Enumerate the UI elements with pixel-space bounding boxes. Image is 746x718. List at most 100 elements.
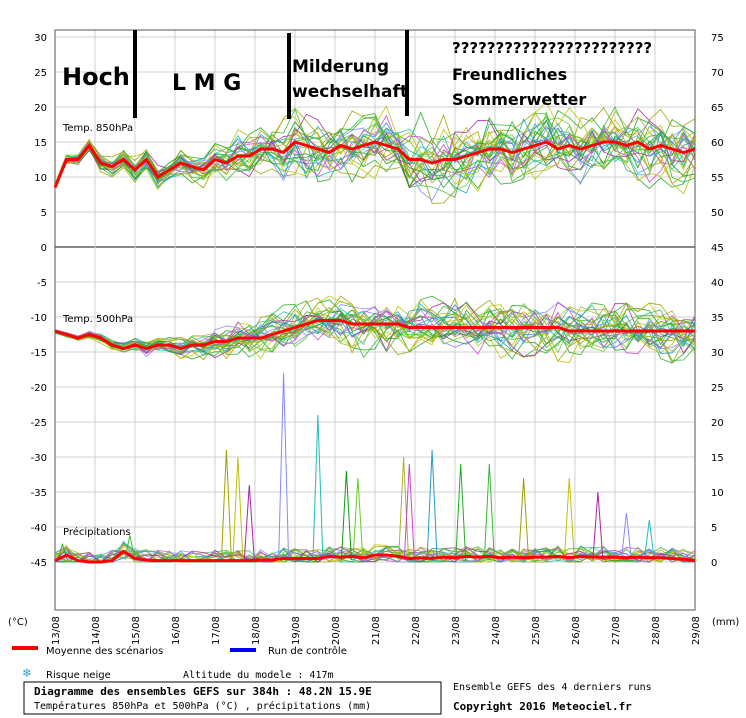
left-tick-label: -30	[31, 453, 47, 464]
temp850-member-line	[54, 118, 696, 194]
legend-swatch-mean	[12, 646, 38, 650]
snowflake-icon: ❄	[22, 666, 32, 680]
precip-member-line	[54, 544, 696, 563]
precip-spike	[643, 519, 655, 560]
left-unit-label: (°C)	[8, 617, 28, 628]
x-tick-label: 28/08	[651, 616, 662, 645]
left-tick-label: -35	[31, 488, 47, 499]
left-tick-label: 0	[41, 243, 47, 254]
right-tick-label: 0	[711, 558, 717, 569]
precip-spike	[398, 456, 410, 560]
precip-spike	[620, 512, 632, 560]
precip-spike	[592, 491, 604, 560]
precip-spike	[352, 477, 364, 560]
temp500-member-line	[54, 295, 696, 363]
right-unit-label: (mm)	[712, 617, 739, 628]
panel-label-temp850: Temp. 850hPa	[62, 123, 133, 134]
temp500-member-line	[54, 295, 696, 364]
right-tick-label: 30	[711, 348, 724, 359]
temp850-member-line	[54, 106, 696, 189]
right-tick-label: 70	[711, 68, 724, 79]
annotation-divider-1	[133, 30, 137, 118]
left-tick-label: 25	[34, 68, 47, 79]
precip-spike	[340, 470, 352, 560]
left-tick-label: -5	[37, 278, 47, 289]
x-tick-label: 25/08	[531, 616, 542, 645]
x-tick-label: 15/08	[131, 616, 142, 645]
precip-spike	[312, 414, 324, 560]
left-tick-label: -10	[31, 313, 47, 324]
x-tick-label: 16/08	[171, 616, 182, 645]
legend: Moyenne des scénarios Run de contrôle ❄ …	[12, 645, 347, 681]
x-tick-label: 19/08	[291, 616, 302, 645]
x-tick-label: 17/08	[211, 616, 222, 645]
right-tick-label: 35	[711, 313, 724, 324]
temp850-member-line	[54, 101, 696, 193]
legend-label-snow: Risque neige	[46, 670, 111, 681]
annotation-freundliches: Freundliches	[452, 65, 567, 84]
right-tick-label: 50	[711, 208, 724, 219]
precip-spike	[243, 484, 255, 560]
annotation-hoch: Hoch	[62, 63, 130, 91]
precip-spike	[563, 477, 575, 560]
left-tick-label: 30	[34, 33, 47, 44]
copyright: Copyright 2016 Meteociel.fr	[453, 700, 632, 713]
temp500-member-line	[54, 301, 696, 356]
legend-swatch-control	[230, 648, 256, 652]
right-tick-label: 55	[711, 173, 724, 184]
right-tick-label: 25	[711, 383, 724, 394]
temp500-member-line	[54, 313, 696, 350]
right-tick-label: 45	[711, 243, 724, 254]
x-tick-label: 18/08	[251, 616, 262, 645]
temp500-mean-line	[54, 319, 695, 351]
annotation-question-marks: ???????????????????????	[452, 39, 652, 57]
right-tick-label: 10	[711, 488, 724, 499]
precip-spike	[426, 449, 438, 560]
annotations: Hoch L M G Milderung wechselhaft ???????…	[62, 30, 652, 119]
legend-label-mean: Moyenne des scénarios	[46, 645, 163, 657]
left-tick-label: -25	[31, 418, 47, 429]
x-axis: 13/08 14/08 15/08 16/08 17/08 18/08 19/08 20/08…	[51, 616, 702, 645]
x-tick-label: 20/08	[331, 616, 342, 645]
legend-label-control: Run de contrôle	[268, 645, 347, 657]
right-tick-label: 20	[711, 418, 724, 429]
altitude-label: Altitude du modele : 417m	[183, 670, 334, 681]
right-tick-label: 75	[711, 33, 724, 44]
temp850-mean-line	[53, 140, 696, 189]
temp850-member-line	[54, 129, 696, 187]
x-tick-label: 13/08	[51, 616, 62, 645]
annotation-lmg: L M G	[172, 71, 241, 96]
left-tick-label: -40	[31, 523, 47, 534]
panel-label-temp500: Temp. 500hPa	[62, 314, 133, 325]
grid	[54, 30, 696, 610]
left-tick-label: 20	[34, 103, 47, 114]
precip-spike	[518, 477, 530, 560]
annotation-wechselhaft: wechselhaft	[292, 82, 408, 102]
precip-spike	[220, 449, 232, 560]
annotation-divider-3	[405, 30, 409, 116]
temp500-member-line	[54, 301, 696, 358]
x-tick-label: 23/08	[451, 616, 462, 645]
precip-mean-line	[54, 549, 696, 564]
right-tick-label: 40	[711, 278, 724, 289]
annotation-sommerwetter: Sommerwetter	[452, 90, 586, 109]
series-group	[53, 101, 696, 564]
x-tick-label: 27/08	[611, 616, 622, 645]
x-tick-label: 24/08	[491, 616, 502, 645]
left-axis: 30 25 20 15 10 5 0 -5 -10 -15 -20 -25 -30 -35 -40 -45	[31, 33, 47, 569]
precip-spike	[483, 463, 495, 560]
x-tick-label: 29/08	[691, 616, 702, 645]
precip-spike	[455, 463, 467, 560]
x-tick-label: 26/08	[571, 616, 582, 645]
footer-title-box	[23, 681, 442, 715]
precip-spike	[403, 463, 415, 560]
right-tick-label: 65	[711, 103, 724, 114]
panel-label-precip: Précipitations	[63, 526, 131, 538]
left-tick-label: 10	[34, 173, 47, 184]
left-tick-label: 5	[41, 208, 47, 219]
chart-title: Diagramme des ensembles GEFS sur 384h : …	[34, 685, 372, 698]
x-tick-label: 14/08	[91, 616, 102, 645]
left-tick-label: -20	[31, 383, 47, 394]
